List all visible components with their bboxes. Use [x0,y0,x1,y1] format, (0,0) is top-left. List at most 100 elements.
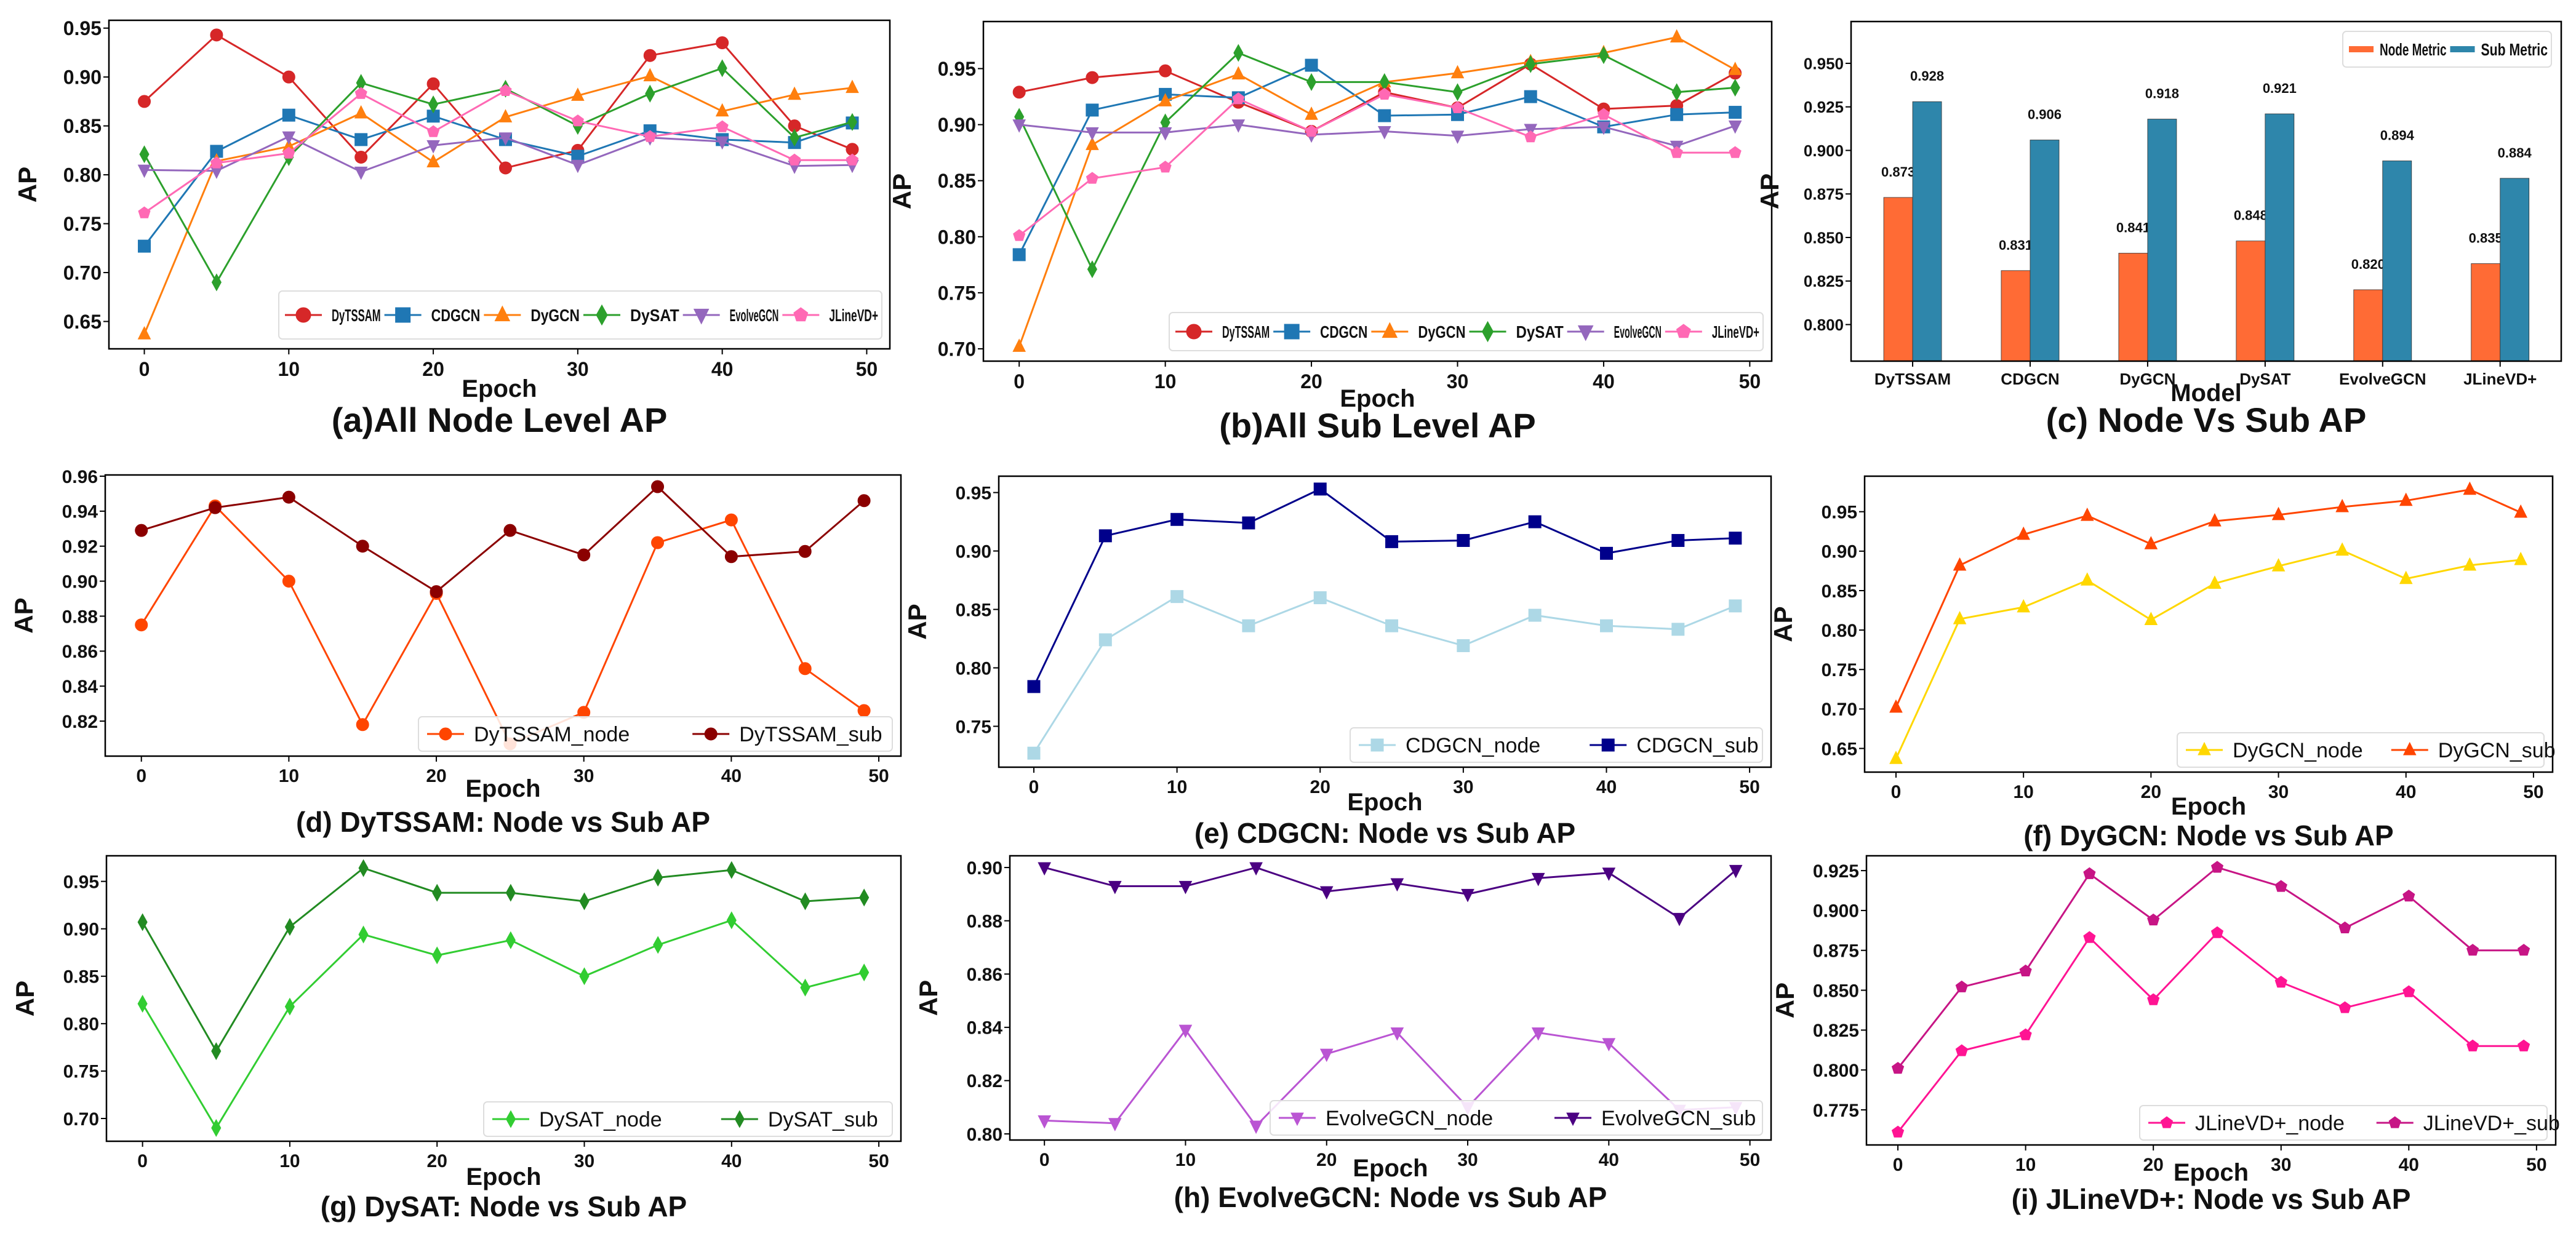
y-tick-label: 0.88 [62,607,98,627]
legend-label: DySAT [1516,322,1564,341]
data-point [788,86,801,100]
bar-value-label: 0.848 [2234,208,2268,223]
subplot-b: 0.70 0.75 0.80 0.85 0.90 0.95 0 10 20 30 40 50 Epoch… [887,20,1773,445]
series-evolvegcn-sub [1038,862,1743,927]
y-tick-label: 0.775 [1813,1101,1859,1121]
y-tick-label: 0.82 [62,712,98,732]
data-point [1452,83,1463,102]
legend-box [418,716,893,752]
data-point [846,153,859,165]
data-point [579,967,590,986]
x-tick-label: 30 [1457,1150,1478,1170]
y-tick-label: 0.65 [63,311,102,333]
x-tick-label: 50 [868,1151,889,1171]
legend-box [1270,1100,1763,1136]
legend-item: DyTSSAM_node [427,723,630,746]
legend-marker [693,308,710,325]
data-point [1450,130,1465,144]
data-point [135,524,148,537]
x-tick-label: JLineVD+ [2463,370,2537,388]
subplot-title: (e) CDGCN: Node vs Sub AP [1194,817,1575,849]
y-tick-label: 0.90 [62,572,98,592]
data-point [847,113,858,131]
data-point [1378,87,1391,100]
data-point [2466,944,2479,956]
x-tick-label: 40 [1596,777,1617,797]
legend-marker [395,307,411,323]
legend-item: CDGCN [1273,322,1367,341]
data-point [1671,83,1682,102]
y-tick-label: 0.80 [63,164,102,186]
data-point [1178,1024,1193,1039]
legend-marker [494,305,511,322]
y-tick-label: 0.95 [938,58,976,80]
data-point [1891,1125,1905,1138]
series-cdgcn-node [1027,590,1742,760]
legend: DyTSSAM CDGCN DyGCN DySAT EvolveGCN JLineVD+ [278,290,882,340]
data-point [1599,619,1613,632]
x-tick-label: 30 [2271,1155,2291,1175]
legend: Node Metric Sub Metric [2342,31,2552,68]
data-point [788,153,801,165]
legend-item: Node Metric [2349,40,2447,59]
data-point [354,133,368,146]
y-tick-label: 0.70 [63,1109,99,1130]
y-tick-label: 0.84 [967,1018,1003,1039]
data-point [2399,570,2413,584]
data-point [1313,591,1327,605]
data-point [211,273,222,292]
legend-marker [793,307,809,322]
data-point [1086,172,1098,184]
series-line [1018,36,1736,347]
x-tick-label: 10 [279,1151,300,1171]
data-point [2338,1001,2351,1013]
data-point [138,95,151,108]
data-point [505,931,516,949]
subplot-title: (b)All Sub Level AP [1219,406,1535,445]
y-tick-label: 0.825 [1813,1021,1859,1041]
bar-sub [1912,101,1942,362]
legend-item: EvolveGCN_node [1279,1107,1493,1130]
y-tick-label: 0.80 [1822,621,1857,641]
data-point [798,662,812,676]
legend-box [278,290,882,340]
legend-item: EvolveGCN [682,306,778,325]
data-point [505,883,516,902]
bar-node [2118,253,2148,362]
y-tick-label: 0.900 [1813,901,1859,922]
y-tick-label: 0.70 [1822,700,1857,720]
data-point [1378,109,1391,122]
data-point [1526,55,1536,73]
subplot-title: (g) DySAT: Node vs Sub AP [321,1190,687,1222]
y-tick-label: 0.75 [63,1062,99,1082]
series-line [1018,64,1735,255]
legend-item: JLineVD+_node [2148,1112,2345,1135]
y-tick-label: 0.80 [967,1125,1002,1145]
x-tick-label: EvolveGCN [2339,370,2426,388]
y-tick-label: 0.825 [1804,272,1844,290]
legend-marker [439,727,452,741]
data-point [1012,86,1026,99]
data-point [354,87,367,99]
legend-swatch [2349,46,2374,52]
data-point [1728,62,1742,75]
series-line [143,114,853,247]
x-tick-label: 50 [856,358,878,380]
data-point [1027,746,1041,760]
axes-frame [998,475,1772,768]
data-point [1524,90,1537,103]
data-point [1598,46,1609,65]
y-axis-label: AP [914,980,943,1016]
x-tick-label: 0 [139,358,150,380]
data-point [1385,535,1399,548]
legend-marker [1601,738,1615,752]
data-point [1729,106,1742,119]
data-point [2518,944,2530,956]
data-point [2402,985,2415,997]
subplot-i: 0.775 0.800 0.825 0.850 0.875 0.900 0.925 0 10 20… [1770,855,2560,1215]
y-tick-label: 0.925 [1804,98,1844,116]
data-point [428,95,439,114]
legend-label: Node Metric [2380,40,2447,59]
data-point [2208,512,2222,527]
